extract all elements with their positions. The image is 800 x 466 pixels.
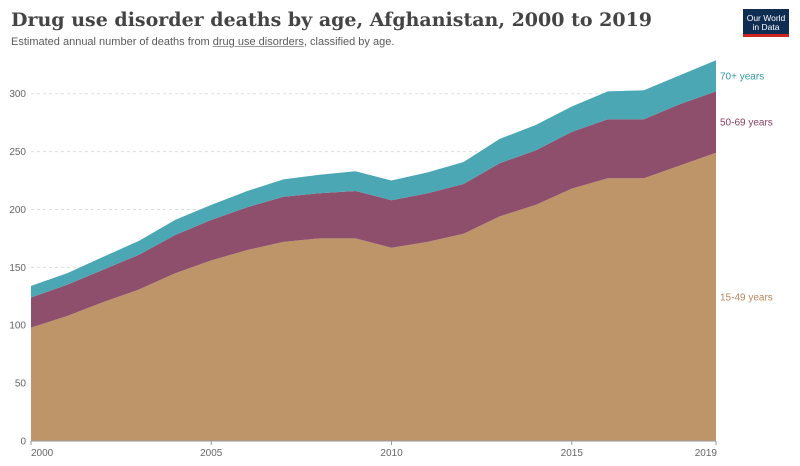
logo-line-1: Our World [746,13,786,23]
y-tick-label-250: 250 [9,147,26,158]
area-70-years[interactable] [31,60,716,298]
series-label-15-49-years: 15-49 years [720,292,773,303]
y-tick-label-150: 150 [9,263,26,274]
chart-subtitle: Estimated annual number of deaths from d… [11,36,394,48]
series-labels: 15-49 years 50-69 years 70+ years [720,71,773,303]
x-tick-label-2019: 2019 [695,448,718,459]
y-tick-label-100: 100 [9,321,26,332]
area-50-69-years[interactable] [31,91,716,328]
owid-logo[interactable]: Our World in Data [743,9,789,37]
y-tick-label-300: 300 [9,89,26,100]
chart-title: Drug use disorder deaths by age, Afghani… [11,9,653,31]
x-tick-label-2015: 2015 [561,448,584,459]
x-tick-label-2000: 2000 [31,448,54,459]
x-tick-label-2010: 2010 [380,448,403,459]
series-label-50-69-years: 50-69 years [720,118,773,129]
area-15-49-years[interactable] [31,152,716,442]
logo-line-2: in Data [752,22,780,32]
subtitle-text-suffix: , classified by age. [303,36,395,48]
x-tick-label-2005: 2005 [200,448,223,459]
subtitle-text-prefix: Estimated annual number of deaths from [11,36,213,48]
drug-use-disorders-link[interactable]: drug use disorders [212,36,304,48]
series-label-70-years: 70+ years [720,71,764,82]
y-tick-label-50: 50 [15,379,27,390]
y-tick-label-0: 0 [20,437,26,448]
stacked-areas [31,60,716,442]
y-tick-label-200: 200 [9,205,26,216]
axes: 0 50 100 150 200 250 300 2000 2005 2010 2015 2019 [9,89,717,459]
